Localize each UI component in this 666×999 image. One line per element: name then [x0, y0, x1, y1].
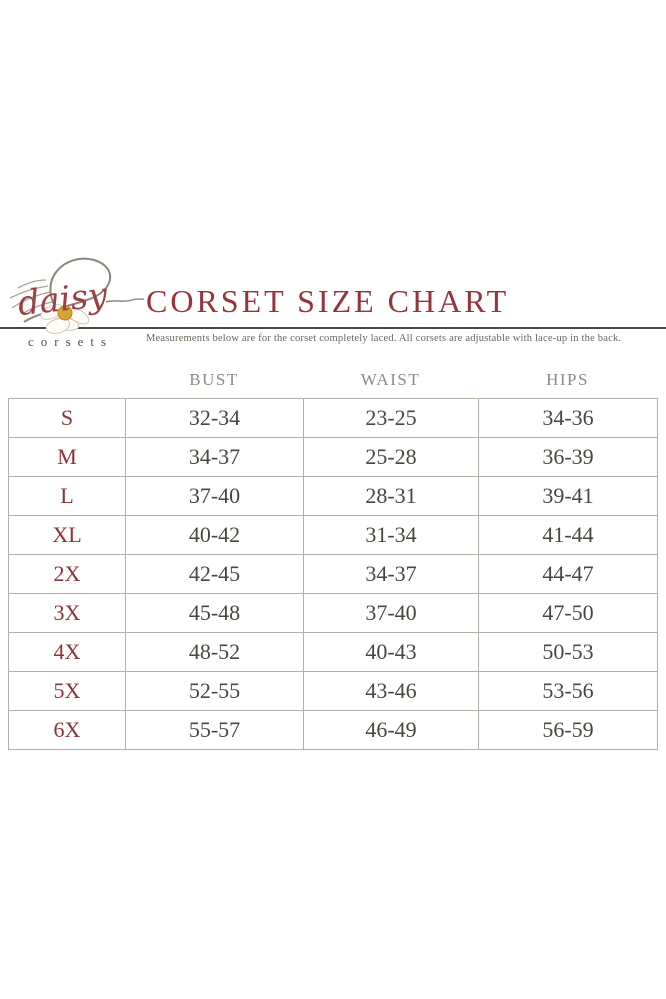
bust-cell: 37-40 — [125, 476, 304, 516]
table-row: 2X 42-45 34-37 44-47 — [8, 554, 658, 594]
bust-cell: 48-52 — [125, 632, 304, 672]
logo-leaf-strokes — [9, 279, 53, 315]
waist-cell: 43-46 — [303, 671, 479, 711]
subtitle-text: Measurements below are for the corset co… — [146, 333, 622, 344]
logo-tail-flourish — [105, 298, 145, 303]
table-row: 3X 45-48 37-40 47-50 — [8, 593, 658, 633]
column-header-hips: HIPS — [546, 370, 589, 389]
hips-cell: 41-44 — [478, 515, 658, 555]
size-cell: L — [8, 476, 126, 516]
table-row: L 37-40 28-31 39-41 — [8, 476, 658, 516]
hips-cell: 44-47 — [478, 554, 658, 594]
page-title: CORSET SIZE CHART — [146, 283, 510, 319]
size-cell: S — [8, 398, 126, 438]
hips-cell: 47-50 — [478, 593, 658, 633]
column-header-row: BUST WAIST HIPS — [8, 370, 657, 396]
waist-cell: 28-31 — [303, 476, 479, 516]
logo-corsets-text: corsets — [28, 334, 114, 349]
waist-cell: 31-34 — [303, 515, 479, 555]
hips-cell: 50-53 — [478, 632, 658, 672]
size-cell: 3X — [8, 593, 126, 633]
hips-cell: 34-36 — [478, 398, 658, 438]
waist-cell: 25-28 — [303, 437, 479, 477]
waist-cell: 40-43 — [303, 632, 479, 672]
table-row: 4X 48-52 40-43 50-53 — [8, 632, 658, 672]
hips-cell: 56-59 — [478, 710, 658, 750]
daisy-flower-icon — [40, 304, 90, 334]
column-header-bust: BUST — [189, 370, 239, 389]
daisy-center — [57, 305, 73, 321]
size-cell: 6X — [8, 710, 126, 750]
table-row: 5X 52-55 43-46 53-56 — [8, 671, 658, 711]
table-row: M 34-37 25-28 36-39 — [8, 437, 658, 477]
hips-cell: 39-41 — [478, 476, 658, 516]
bust-cell: 40-42 — [125, 515, 304, 555]
logo-wordmark: daisy — [16, 275, 110, 324]
waist-cell: 23-25 — [303, 398, 479, 438]
bust-cell: 32-34 — [125, 398, 304, 438]
column-header-waist: WAIST — [360, 370, 421, 389]
divider-rule — [0, 327, 666, 329]
hips-cell: 36-39 — [478, 437, 658, 477]
bust-cell: 42-45 — [125, 554, 304, 594]
bust-cell: 45-48 — [125, 593, 304, 633]
hips-cell: 53-56 — [478, 671, 658, 711]
waist-cell: 37-40 — [303, 593, 479, 633]
waist-cell: 34-37 — [303, 554, 479, 594]
size-cell: XL — [8, 515, 126, 555]
size-cell: 2X — [8, 554, 126, 594]
bust-cell: 34-37 — [125, 437, 304, 477]
table-row: 6X 55-57 46-49 56-59 — [8, 710, 658, 750]
waist-cell: 46-49 — [303, 710, 479, 750]
size-cell: 5X — [8, 671, 126, 711]
table-row: XL 40-42 31-34 41-44 — [8, 515, 658, 555]
size-cell: M — [8, 437, 126, 477]
size-cell: 4X — [8, 632, 126, 672]
bust-cell: 55-57 — [125, 710, 304, 750]
bust-cell: 52-55 — [125, 671, 304, 711]
daisy-corsets-logo: daisy — [9, 257, 145, 334]
size-chart-table: S 32-34 23-25 34-36 M 34-37 25-28 36-39 … — [8, 398, 658, 750]
column-header-size — [8, 370, 125, 396]
table-row: S 32-34 23-25 34-36 — [8, 398, 658, 438]
